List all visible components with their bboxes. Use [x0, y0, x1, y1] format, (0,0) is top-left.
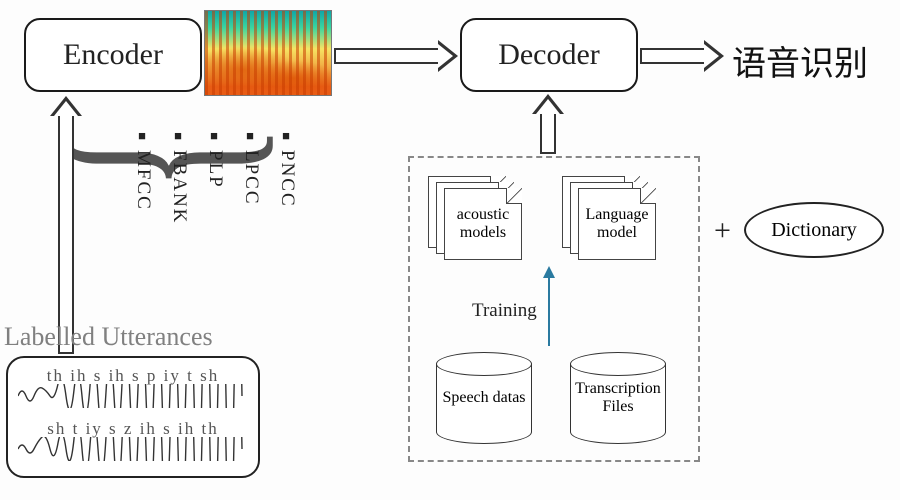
arrow-training-to-decoder — [534, 94, 562, 154]
transcription-files-label: Transcrip​tion Files — [575, 380, 661, 417]
plus-symbol: + — [714, 214, 731, 248]
acoustic-models-doc: acoustic models — [428, 176, 524, 264]
feature-fbank: FBANK — [168, 128, 190, 224]
speech-data-cylinder: Speech datas — [436, 352, 532, 444]
feature-lpcc: LPCC — [240, 128, 262, 206]
decoder-label: Decoder — [498, 38, 600, 72]
training-label: Training — [472, 300, 537, 322]
decoder-box: Decoder — [460, 18, 638, 92]
feature-pncc: PNCC — [276, 128, 298, 208]
labelled-utterances-box: th ih s ih s p iy t sh sh t iy s z ih s … — [6, 356, 260, 478]
utterance-row-1: th ih s ih s p iy t sh — [18, 366, 248, 386]
waveform-1-icon — [18, 384, 248, 408]
feature-plp: PLP — [204, 128, 226, 189]
waveform-2-icon — [18, 437, 248, 461]
acoustic-models-label: acoustic models — [447, 206, 519, 243]
language-model-doc: Languag​e model — [562, 176, 658, 264]
dictionary-ellipse: Dictionary — [744, 202, 884, 258]
spectrogram — [204, 10, 332, 96]
speech-data-label: Speech datas — [442, 389, 525, 407]
language-model-label: Languag​e model — [581, 206, 653, 243]
arrow-utterances-to-encoder — [52, 96, 80, 354]
feature-list: MFCC FBANK PLP LPCC PNCC — [132, 128, 298, 224]
arrow-decoder-to-output — [640, 42, 724, 70]
arrow-encoder-to-decoder — [334, 42, 458, 70]
encoder-label: Encoder — [63, 38, 163, 72]
feature-mfcc: MFCC — [132, 128, 154, 211]
dictionary-label: Dictionary — [771, 219, 857, 242]
arrow-data-to-models — [548, 276, 550, 346]
labelled-utterances-title: Labelled Utterances — [4, 322, 213, 352]
encoder-box: Encoder — [24, 18, 202, 92]
output-label: 语音识别 — [732, 36, 868, 85]
utterance-row-2: sh t iy s z ih s ih th — [18, 419, 248, 439]
transcription-files-cylinder: Transcrip​tion Files — [570, 352, 666, 444]
